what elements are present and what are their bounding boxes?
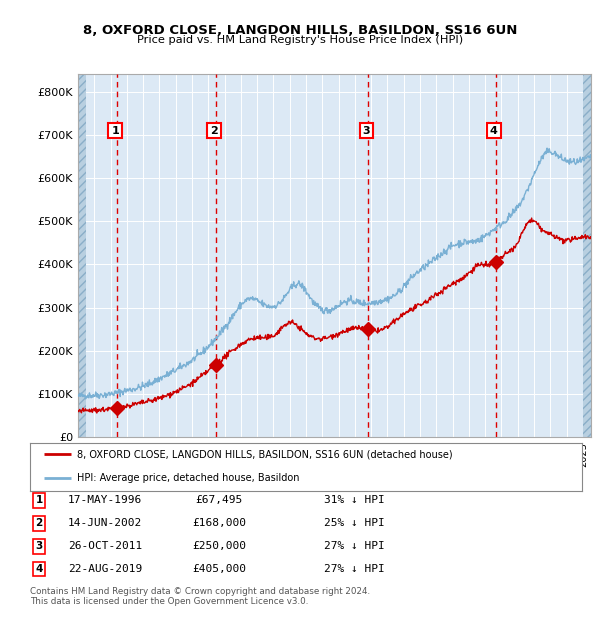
Text: 4: 4	[490, 126, 498, 136]
Text: 14-JUN-2002: 14-JUN-2002	[68, 518, 142, 528]
Text: 26-OCT-2011: 26-OCT-2011	[68, 541, 142, 551]
Text: 27% ↓ HPI: 27% ↓ HPI	[324, 541, 385, 551]
Text: 22-AUG-2019: 22-AUG-2019	[68, 564, 142, 574]
Text: 31% ↓ HPI: 31% ↓ HPI	[324, 495, 385, 505]
Text: 25% ↓ HPI: 25% ↓ HPI	[324, 518, 385, 528]
Text: 17-MAY-1996: 17-MAY-1996	[68, 495, 142, 505]
Text: 2: 2	[210, 126, 218, 136]
Text: 4: 4	[35, 564, 43, 574]
Text: 3: 3	[363, 126, 370, 136]
Text: HPI: Average price, detached house, Basildon: HPI: Average price, detached house, Basi…	[77, 474, 299, 484]
Text: 8, OXFORD CLOSE, LANGDON HILLS, BASILDON, SS16 6UN (detached house): 8, OXFORD CLOSE, LANGDON HILLS, BASILDON…	[77, 450, 452, 459]
Bar	[78, 74, 86, 437]
Text: 2: 2	[35, 518, 43, 528]
Text: 27% ↓ HPI: 27% ↓ HPI	[324, 564, 385, 574]
Text: £250,000: £250,000	[192, 541, 246, 551]
Text: Contains HM Land Registry data © Crown copyright and database right 2024.
This d: Contains HM Land Registry data © Crown c…	[30, 587, 370, 606]
Text: £168,000: £168,000	[192, 518, 246, 528]
Text: 1: 1	[111, 126, 119, 136]
Bar	[583, 74, 591, 437]
Text: 3: 3	[35, 541, 43, 551]
Text: Price paid vs. HM Land Registry's House Price Index (HPI): Price paid vs. HM Land Registry's House …	[137, 35, 463, 45]
Text: 1: 1	[35, 495, 43, 505]
Text: £405,000: £405,000	[192, 564, 246, 574]
Text: 8, OXFORD CLOSE, LANGDON HILLS, BASILDON, SS16 6UN: 8, OXFORD CLOSE, LANGDON HILLS, BASILDON…	[83, 24, 517, 37]
Text: £67,495: £67,495	[196, 495, 242, 505]
